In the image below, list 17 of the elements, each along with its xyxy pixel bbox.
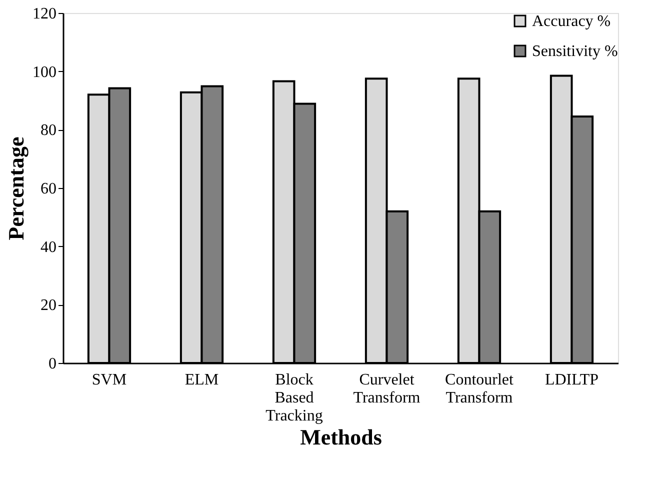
x-tick-label: SVM: [92, 372, 127, 388]
x-tick-label: Contourlet Transform: [445, 372, 514, 406]
x-axis-title: Methods: [300, 424, 382, 450]
y-tick-label: 100: [32, 64, 56, 81]
y-tick-label: 60: [40, 180, 56, 198]
y-tick-label: 120: [32, 6, 56, 22]
x-tick-label: LDILTP: [544, 372, 599, 388]
y-tick-label: 0: [48, 356, 56, 372]
legend-label: Accuracy %: [532, 13, 611, 30]
y-tick-label: 80: [40, 122, 56, 140]
legend-label: Sensitivity %: [532, 43, 618, 60]
y-tick-label: 20: [40, 297, 56, 314]
x-tick-label: ELM: [184, 372, 219, 388]
x-tick-label: Block Based Tracking: [266, 372, 323, 424]
y-axis-title: Percentage: [4, 136, 28, 240]
y-tick-label: 40: [40, 238, 56, 256]
x-tick-label: Curvelet Transform: [353, 372, 421, 406]
